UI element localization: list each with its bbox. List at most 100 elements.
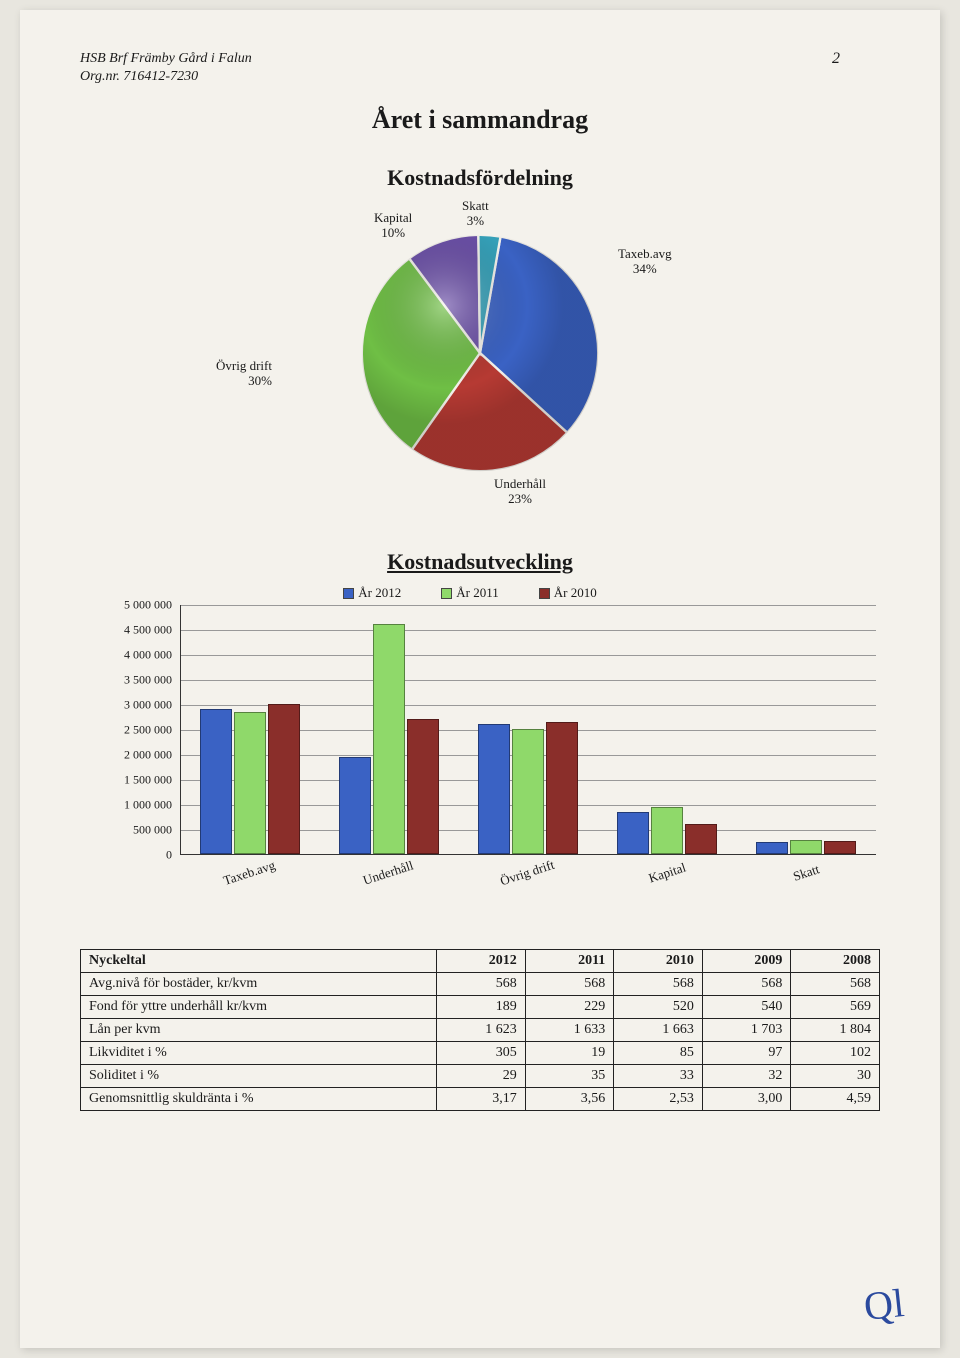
bar (790, 840, 822, 854)
y-tick-label: 4 000 000 (124, 648, 172, 663)
col-header: 2008 (791, 950, 880, 973)
x-axis-label: Taxeb.avg (181, 844, 324, 919)
x-axis-label: Skatt (737, 844, 880, 919)
table-cell: 29 (437, 1065, 526, 1088)
legend-label: År 2012 (358, 585, 401, 601)
slice-pct: 34% (633, 261, 657, 276)
slice-label: Skatt (462, 198, 489, 213)
legend-item-2011: År 2011 (441, 585, 499, 601)
slice-label: Kapital (374, 210, 412, 225)
y-tick-label: 2 000 000 (124, 748, 172, 763)
bar (512, 729, 544, 854)
y-axis: 0500 0001 000 0001 500 0002 000 0002 500… (100, 605, 178, 855)
y-tick-label: 5 000 000 (124, 598, 172, 613)
bar-group (320, 605, 459, 854)
signature: Ql (862, 1279, 907, 1330)
bar (339, 757, 371, 855)
table-cell: 3,00 (702, 1088, 791, 1111)
legend-label: År 2010 (554, 585, 597, 601)
bar (617, 812, 649, 855)
x-axis-label: Kapital (598, 844, 741, 919)
table-cell: Fond för yttre underhåll kr/kvm (81, 996, 437, 1019)
table-cell: 4,59 (791, 1088, 880, 1111)
table-cell: 35 (525, 1065, 614, 1088)
table-cell: Avg.nivå för bostäder, kr/kvm (81, 973, 437, 996)
legend-item-2012: År 2012 (343, 585, 401, 601)
col-header: 2009 (702, 950, 791, 973)
table-cell: 568 (437, 973, 526, 996)
legend-swatch (343, 588, 354, 599)
table-cell: 3,56 (525, 1088, 614, 1111)
table-cell: 1 633 (525, 1019, 614, 1042)
table-cell: 568 (702, 973, 791, 996)
bar-legend: År 2012 År 2011 År 2010 (80, 585, 860, 601)
table-row: Lån per kvm1 6231 6331 6631 7031 804 (81, 1019, 880, 1042)
pie-chart: Skatt 3% Kapital 10% Taxeb.avg 34% Övrig… (200, 199, 760, 539)
page-number: 2 (832, 50, 840, 68)
table-cell: Likviditet i % (81, 1042, 437, 1065)
table-cell: 540 (702, 996, 791, 1019)
table-cell: 520 (614, 996, 703, 1019)
y-tick-label: 1 000 000 (124, 798, 172, 813)
table-cell: 1 703 (702, 1019, 791, 1042)
pie-label-taxeb: Taxeb.avg 34% (618, 247, 672, 277)
table-header-row: Nyckeltal 2012 2011 2010 2009 2008 (81, 950, 880, 973)
table-cell: 568 (614, 973, 703, 996)
bar-group (181, 605, 320, 854)
col-header: 2011 (525, 950, 614, 973)
y-tick-label: 3 000 000 (124, 698, 172, 713)
table-cell: 189 (437, 996, 526, 1019)
main-title: Året i sammandrag (80, 105, 880, 135)
slice-pct: 10% (381, 225, 405, 240)
y-tick-label: 1 500 000 (124, 773, 172, 788)
table-cell: 97 (702, 1042, 791, 1065)
bar (478, 724, 510, 854)
y-tick-label: 3 500 000 (124, 673, 172, 688)
x-axis-label: Underhåll (320, 844, 463, 919)
col-header: 2012 (437, 950, 526, 973)
table-cell: 102 (791, 1042, 880, 1065)
bar-group (737, 605, 876, 854)
table-cell: 568 (525, 973, 614, 996)
table-cell: 30 (791, 1065, 880, 1088)
table-cell: 1 663 (614, 1019, 703, 1042)
y-tick-label: 0 (166, 848, 172, 863)
table-cell: 569 (791, 996, 880, 1019)
slice-pct: 30% (248, 373, 272, 388)
table-row: Likviditet i %305198597102 (81, 1042, 880, 1065)
bar-chart-title: Kostnadsutveckling (80, 549, 880, 575)
table-cell: 3,17 (437, 1088, 526, 1111)
table-cell: 2,53 (614, 1088, 703, 1111)
legend-item-2010: År 2010 (539, 585, 597, 601)
slice-label: Övrig drift (216, 358, 272, 373)
legend-swatch (539, 588, 550, 599)
pie-label-skatt: Skatt 3% (462, 199, 489, 229)
slice-label: Taxeb.avg (618, 246, 672, 261)
y-tick-label: 2 500 000 (124, 723, 172, 738)
bar (373, 624, 405, 854)
pie-svg (350, 223, 610, 483)
table-cell: 1 623 (437, 1019, 526, 1042)
page-header: HSB Brf Främby Gård i Falun Org.nr. 7164… (80, 50, 880, 85)
bar-group (598, 605, 737, 854)
col-header: 2010 (614, 950, 703, 973)
col-header: Nyckeltal (81, 950, 437, 973)
table-cell: 305 (437, 1042, 526, 1065)
bar (651, 807, 683, 855)
bar (200, 709, 232, 854)
pie-label-kapital: Kapital 10% (374, 211, 412, 241)
slice-label: Underhåll (494, 476, 546, 491)
y-tick-label: 4 500 000 (124, 623, 172, 638)
table-cell: 32 (702, 1065, 791, 1088)
bar (268, 704, 300, 854)
table-cell: 33 (614, 1065, 703, 1088)
bar-chart-plot: 0500 0001 000 0001 500 0002 000 0002 500… (100, 605, 880, 885)
legend-swatch (441, 588, 452, 599)
table-row: Genomsnittlig skuldränta i %3,173,562,53… (81, 1088, 880, 1111)
nyckeltal-table: Nyckeltal 2012 2011 2010 2009 2008 Avg.n… (80, 949, 880, 1111)
plot-area (180, 605, 876, 855)
bar (546, 722, 578, 855)
org-info: HSB Brf Främby Gård i Falun Org.nr. 7164… (80, 50, 252, 85)
table-cell: 229 (525, 996, 614, 1019)
bar-groups (181, 605, 876, 854)
